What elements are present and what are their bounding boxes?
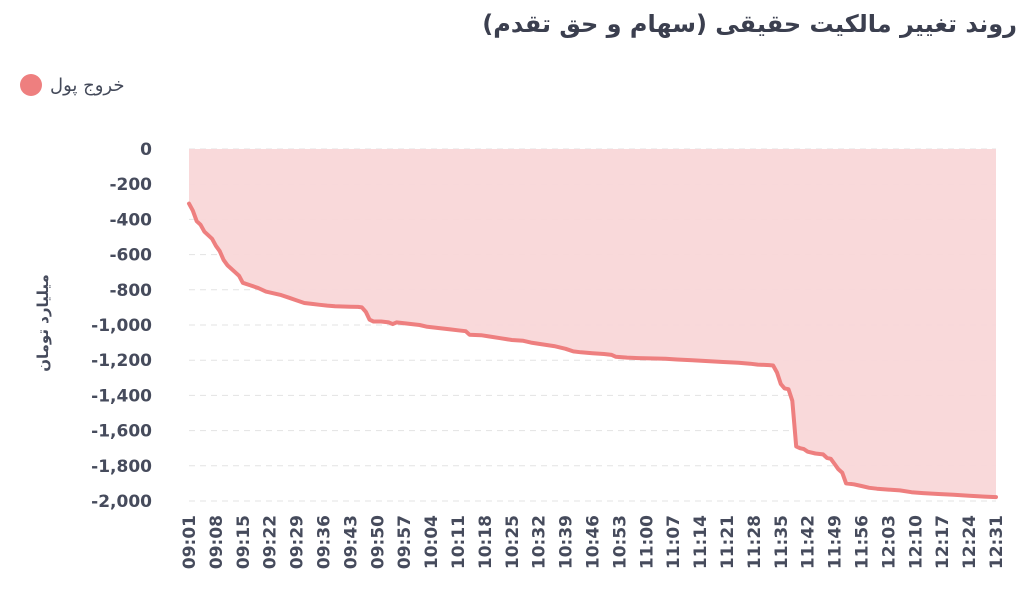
legend-label: خروج پول [50, 74, 125, 96]
x-tick-label: 11:07 [664, 515, 684, 569]
series-area [189, 149, 996, 498]
x-tick-label: 09:50 [368, 515, 388, 569]
x-tick-label: 09:57 [395, 515, 415, 569]
y-tick-label: -1,000 [91, 316, 152, 336]
x-tick-label: 09:29 [288, 515, 308, 569]
x-tick-label: 10:39 [557, 515, 577, 569]
y-tick-label: -1,400 [91, 386, 152, 406]
x-tick-label: 11:21 [718, 515, 738, 569]
y-tick-label: -2,000 [91, 492, 152, 512]
y-tick-label: -1,800 [91, 457, 152, 477]
x-tick-label: 09:15 [234, 515, 254, 569]
x-tick-label: 10:18 [476, 515, 496, 569]
y-axis-label: میلیارد تومان [34, 274, 52, 372]
x-tick-label: 11:28 [745, 515, 765, 569]
y-tick-label: -200 [109, 175, 152, 195]
x-tick-label: 11:00 [637, 515, 657, 569]
x-tick-label: 12:03 [879, 515, 899, 569]
y-axis-ticks: 0 -200 -400 -600 -800 -1,000 -1,200 -1,400 -1,60… [91, 140, 152, 512]
y-tick-label: -600 [109, 246, 152, 266]
x-tick-label: 11:35 [772, 515, 792, 569]
chart-title: روند تغییر مالکیت حقیقی (سهام و حق تقدم) [482, 10, 1017, 38]
series-line [187, 201, 998, 500]
x-tick-label: 11:56 [853, 515, 873, 569]
x-tick-label: 11:49 [826, 515, 846, 569]
x-tick-label: 10:25 [503, 515, 523, 569]
x-tick-label: 12:17 [933, 515, 953, 569]
legend[interactable]: خروج پول [20, 74, 124, 96]
x-tick-label: 10:04 [422, 515, 442, 569]
x-tick-label: 09:01 [180, 515, 200, 569]
x-tick-label: 09:43 [341, 515, 361, 569]
x-tick-label: 10:46 [584, 515, 604, 569]
x-tick-label: 09:36 [315, 515, 335, 569]
y-tick-label: 0 [140, 140, 152, 160]
x-tick-label: 09:22 [261, 515, 281, 569]
legend-marker [20, 74, 42, 96]
x-tick-label: 10:53 [610, 515, 630, 569]
x-tick-label: 12:31 [987, 515, 1007, 569]
x-tick-label: 10:32 [530, 515, 550, 569]
y-tick-label: -1,600 [91, 422, 152, 442]
x-tick-label: 12:24 [960, 515, 980, 569]
x-axis-ticks: 09:01 09:08 09:15 09:22 09:29 09:36 09:43 09:50… [180, 515, 1007, 569]
x-tick-label: 09:08 [207, 515, 227, 569]
x-tick-label: 12:10 [906, 515, 926, 569]
y-tick-label: -1,200 [91, 351, 152, 371]
y-tick-label: -800 [109, 281, 152, 301]
x-tick-label: 10:11 [449, 515, 469, 569]
x-tick-label: 11:42 [799, 515, 819, 569]
y-tick-label: -400 [109, 210, 152, 230]
x-tick-label: 11:14 [691, 515, 711, 569]
